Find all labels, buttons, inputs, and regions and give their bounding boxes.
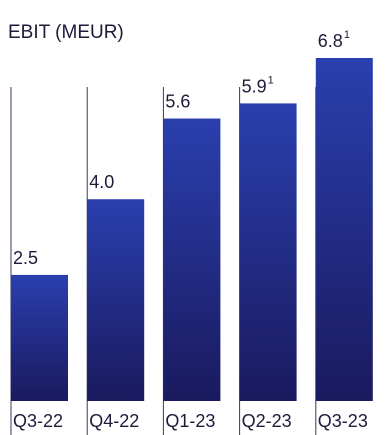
bar (239, 103, 297, 401)
category-label: Q1-23 (165, 411, 215, 431)
value-label: 4.0 (89, 172, 114, 192)
value-label: 2.5 (13, 248, 38, 268)
value-label: 6.8 (318, 31, 343, 51)
footnote-mark: 1 (344, 29, 350, 41)
category-label: Q4-22 (89, 411, 139, 431)
bar (87, 199, 145, 401)
bar (163, 118, 221, 401)
value-label: 5.6 (165, 92, 190, 112)
category-label: Q3-23 (318, 411, 368, 431)
bar (11, 274, 68, 401)
category-label: Q2-23 (242, 411, 292, 431)
chart-title: EBIT (MEUR) (8, 22, 124, 43)
footnote-mark: 1 (268, 74, 274, 86)
bar (315, 58, 373, 401)
category-label: Q3-22 (13, 411, 63, 431)
value-label: 5.9 (242, 76, 267, 96)
